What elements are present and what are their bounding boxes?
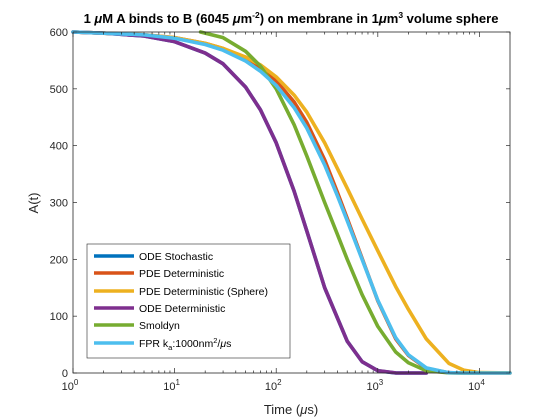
series-layer — [71, 30, 512, 375]
legend-label-ode-deterministic: ODE Deterministic — [139, 303, 225, 315]
legend-label-fpr: FPR ka:1000nm2/μs — [139, 336, 231, 352]
y-axis-title: A(t) — [26, 193, 41, 214]
x-axis-title: Time (μs) — [264, 402, 318, 417]
y-tick-label: 600 — [50, 27, 68, 39]
series-line-5 — [71, 30, 512, 375]
legend-box — [86, 243, 291, 359]
y-tick-label: 400 — [50, 141, 68, 153]
series-line-4 — [198, 30, 482, 375]
legend-label-smoldyn: Smoldyn — [139, 320, 180, 332]
y-tick-label: 100 — [50, 311, 68, 323]
y-tick-label: 0 — [62, 368, 68, 380]
y-tick-label: 300 — [50, 198, 68, 210]
series-line-3 — [71, 30, 429, 375]
x-tick-label: 102 — [265, 378, 282, 393]
x-tick-label: 103 — [366, 378, 383, 393]
x-tick-label: 101 — [163, 378, 180, 393]
y-tick-label: 200 — [50, 254, 68, 266]
legend-label-pde-sphere: PDE Deterministic (Sphere) — [139, 286, 268, 298]
x-tick-label: 100 — [62, 378, 79, 393]
legend-label-ode-stochastic: ODE Stochastic — [139, 251, 213, 263]
legend-label-pde-deterministic: PDE Deterministic — [139, 268, 224, 280]
x-tick-label: 104 — [468, 378, 485, 393]
legend: ODE Stochastic PDE Deterministic PDE Det… — [86, 243, 291, 359]
chart-title: 1 μM A binds to B (6045 μm-2) on membran… — [84, 10, 499, 26]
y-tick-label: 500 — [50, 84, 68, 96]
